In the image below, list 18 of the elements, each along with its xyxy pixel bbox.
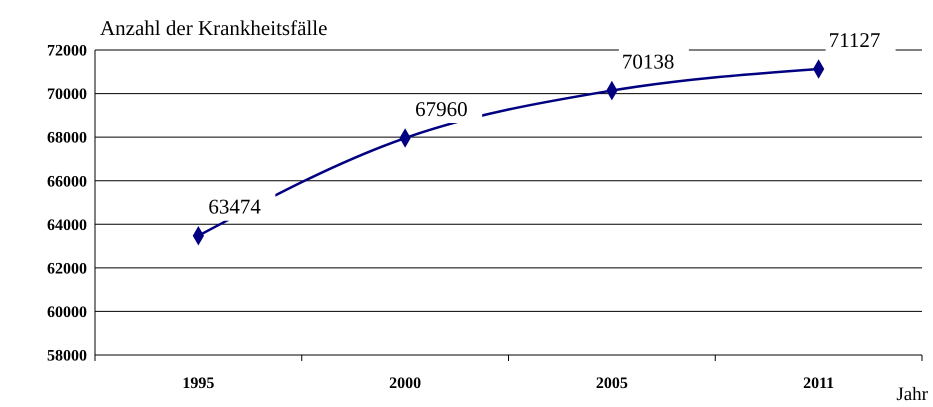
x-tick-label: 2005 xyxy=(596,375,628,392)
x-axis-title: Jahr xyxy=(896,384,929,405)
y-tick-label: 72000 xyxy=(47,42,87,60)
y-axis-title: Anzahl der Krankheitsfälle xyxy=(100,16,328,40)
y-tick-label: 58000 xyxy=(47,348,87,365)
y-tick-label: 60000 xyxy=(47,304,87,322)
y-tick-label: 68000 xyxy=(47,130,87,147)
x-tick-label: 2000 xyxy=(389,375,422,392)
data-label: 67960 xyxy=(415,97,468,122)
data-label: 71127 xyxy=(828,28,880,52)
y-tick-label: 62000 xyxy=(47,260,87,278)
y-tick-label: 64000 xyxy=(47,216,87,234)
data-label: 63474 xyxy=(208,194,262,219)
x-tick-label: 1995 xyxy=(182,375,214,392)
y-tick-label: 70000 xyxy=(47,86,87,104)
y-tick-label: 66000 xyxy=(47,173,87,190)
x-tick-label: 2011 xyxy=(803,375,834,392)
data-label: 70138 xyxy=(622,50,674,74)
